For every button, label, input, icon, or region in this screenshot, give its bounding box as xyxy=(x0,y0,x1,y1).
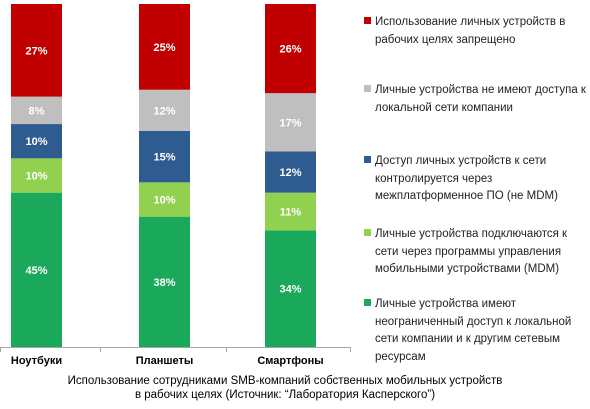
bar-segment xyxy=(139,182,190,217)
legend-label: Использование личных устройств в рабочих… xyxy=(375,16,566,46)
bar-segment xyxy=(265,230,316,347)
bar-segment xyxy=(139,216,190,347)
category-label: Планшеты xyxy=(136,355,194,367)
data-label: 11% xyxy=(280,207,302,219)
bar-segment xyxy=(139,4,190,90)
data-label: 12% xyxy=(279,167,301,179)
bar-segment xyxy=(139,89,190,131)
data-label: 15% xyxy=(153,152,175,164)
bar-segment xyxy=(11,96,62,125)
legend-swatch xyxy=(364,17,371,24)
data-label: 17% xyxy=(279,117,301,129)
data-label: 45% xyxy=(25,265,47,277)
bar-segment xyxy=(265,192,316,231)
bar-segment xyxy=(11,124,62,159)
data-label: 10% xyxy=(153,195,175,207)
bar-segment xyxy=(265,151,316,193)
data-label: 26% xyxy=(279,44,301,56)
bar-segment xyxy=(265,4,316,94)
bar-segment xyxy=(11,158,62,193)
legend-swatch xyxy=(364,229,371,236)
category-label: Смартфоны xyxy=(257,355,323,367)
bar-segment xyxy=(265,93,316,152)
data-label: 8% xyxy=(29,105,45,117)
legend-label: Доступ личных устройств к сети контролир… xyxy=(375,155,558,202)
data-label: 12% xyxy=(153,105,175,117)
legend-label: Личные устройства имеют неограниченный д… xyxy=(375,298,572,363)
bar-segment xyxy=(139,130,190,183)
data-label: 38% xyxy=(153,277,175,289)
category-label: Ноутбуки xyxy=(11,355,62,367)
data-label: 10% xyxy=(25,136,47,148)
legend-swatch xyxy=(364,299,371,306)
legend-swatch xyxy=(364,85,371,92)
data-label: 25% xyxy=(153,42,175,54)
legend-label: Личные устройства не имеют доступа к лок… xyxy=(375,84,586,114)
bar-segment xyxy=(11,4,62,97)
legend-label: Личные устройства подключаются к сети че… xyxy=(375,228,568,275)
bar-segment xyxy=(11,192,62,347)
caption-line-2: в рабочих целях (Источник: “Лаборатория … xyxy=(134,389,436,401)
caption-line-1: Использование сотрудниками SMB-компаний … xyxy=(67,375,503,387)
chart-caption: Использование сотрудниками SMB-компаний … xyxy=(20,374,550,402)
data-label: 27% xyxy=(25,45,47,57)
data-label: 10% xyxy=(25,171,47,183)
legend-swatch xyxy=(364,156,371,163)
data-label: 34% xyxy=(279,284,301,296)
